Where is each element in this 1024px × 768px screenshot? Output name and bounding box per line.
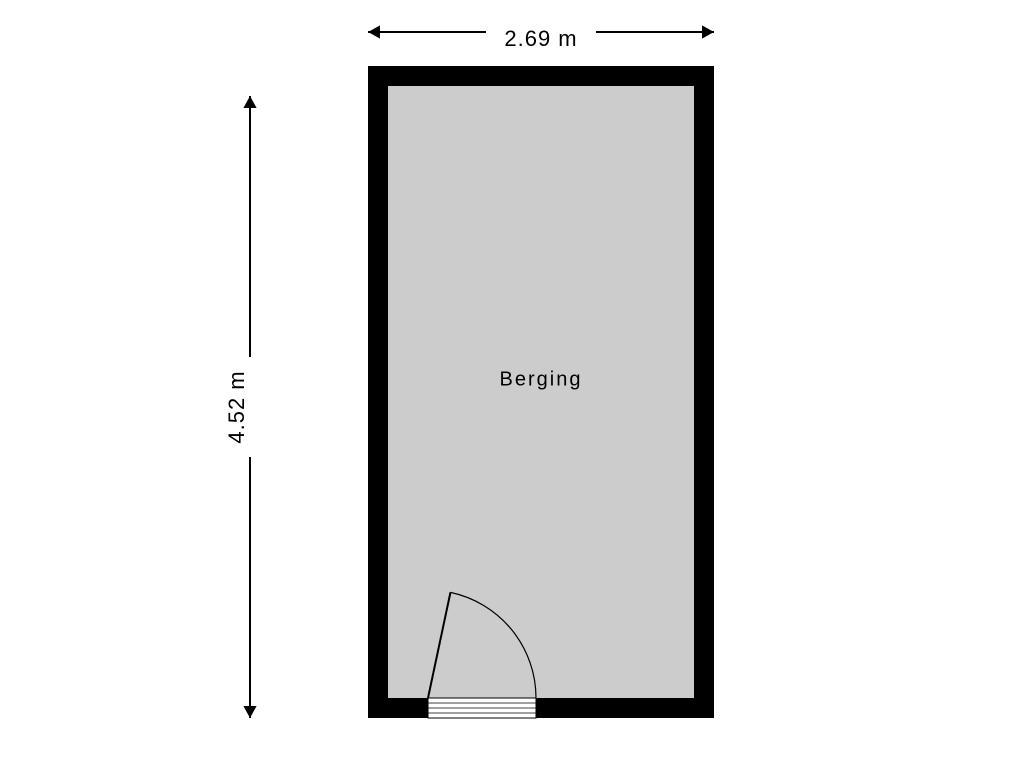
room-label: Berging (500, 368, 583, 390)
dim-width-label: 2.69 m (504, 26, 577, 51)
room-floor (388, 86, 694, 698)
dim-height-label: 4.52 m (224, 370, 249, 443)
door-threshold (428, 698, 536, 718)
floorplan-canvas: Berging 2.69 m 4.52 m (0, 0, 1024, 768)
